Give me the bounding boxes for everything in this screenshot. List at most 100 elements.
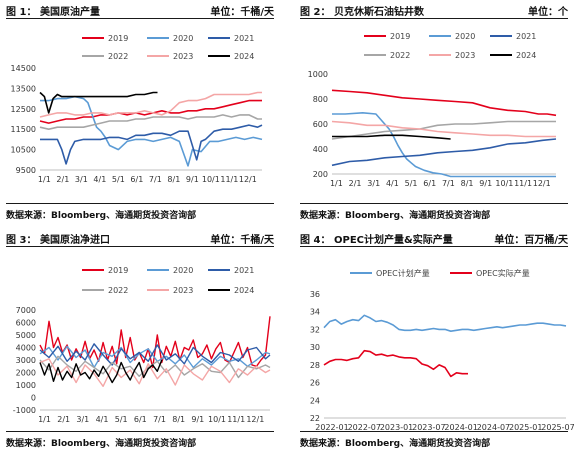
x-tick-label: 2/1 [56, 175, 69, 184]
legend-label: 2023 [173, 286, 193, 295]
source-note: 数据来源：Bloomberg、海通期货投资咨询部 [300, 203, 568, 222]
x-tick-label: 5/1 [115, 415, 128, 424]
series-line-opec-actual [323, 349, 468, 378]
unit-label: 单位：千桶/天 [210, 7, 274, 18]
x-tick-label: 12/1 [533, 179, 551, 188]
x-tick-label: 6/1 [423, 179, 436, 188]
x-tick-label: 10/1 [208, 415, 226, 424]
y-tick-label: 4000 [16, 344, 36, 353]
y-tick-label: 400 [313, 145, 328, 154]
y-tick-label: 14500 [11, 64, 36, 73]
y-tick-label: 600 [313, 120, 328, 129]
y-tick-label: 24 [310, 396, 320, 405]
x-tick-label: 8/1 [167, 175, 180, 184]
unit-label: 单位：千桶/天 [210, 235, 274, 246]
panel-header: 图 4： OPEC计划产量&实际产量 单位：百万桶/天 [300, 228, 568, 247]
panel-header: 图 1： 美国原油产量 单位：千桶/天 [6, 0, 274, 19]
chart-panel-baker-hughes-rig-count: 图 2： 贝克休斯石油钻井数 单位：个 200 400 600 800 1000 1/1 2… [294, 0, 574, 224]
y-tick-label: 1000 [16, 381, 36, 390]
x-tick-label: 10/1 [202, 175, 220, 184]
x-tick-label: 2025-01 [509, 423, 542, 432]
legend-label: 2021 [234, 266, 254, 275]
y-tick-label: 2000 [16, 369, 36, 378]
legend-label: 2022 [108, 52, 128, 61]
series-line-y2024 [332, 134, 451, 140]
source-note: 数据来源：Bloomberg、海通期货投资咨询部 [300, 431, 568, 450]
y-tick-label: 9500 [16, 166, 36, 175]
legend-label: 2024 [234, 52, 254, 61]
y-tick-label: 22 [310, 414, 320, 423]
x-tick-label: 11/1 [220, 175, 238, 184]
x-tick-label: 6/1 [134, 415, 147, 424]
x-tick-label: 9/1 [479, 179, 492, 188]
line-chart-rig-count: 200 400 600 800 1000 1/1 2/1 3/1 4/1 5/1 6/1 7/1 8/1… [308, 32, 557, 188]
series-line-y2021 [39, 343, 271, 366]
y-tick-label: 200 [313, 170, 328, 179]
y-tick-label: 7000 [16, 306, 36, 315]
x-tick-label: 7/1 [442, 179, 455, 188]
source-text: 数据来源：Bloomberg、海通期货投资咨询部 [300, 439, 491, 449]
legend-label: OPEC实际产量 [476, 268, 530, 278]
y-tick-label: 30 [310, 343, 320, 352]
unit-label: 单位：个 [528, 7, 568, 18]
source-text: 数据来源：Bloomberg、海通期货投资咨询部 [300, 211, 491, 221]
x-tick-label: 2022-07 [348, 423, 381, 432]
legend-label: 2020 [455, 32, 475, 41]
y-tick-label: 0 [31, 394, 36, 403]
source-text: 数据来源：Bloomberg、海通期货投资咨询部 [6, 439, 197, 449]
x-tick-label: 2024-01 [444, 423, 477, 432]
series-line-y2023 [331, 120, 556, 138]
x-tick-label: 8/1 [172, 415, 185, 424]
y-tick-label: 28 [310, 361, 320, 370]
line-chart-us-crude-production: 9500 10500 11500 12500 13500 14500 1/1 2/1 3/1 4/… [11, 34, 263, 184]
source-text: 数据来源：Bloomberg、海通期货投资咨询部 [6, 211, 197, 221]
legend-label: 2021 [516, 32, 536, 41]
series-line-y2021 [331, 138, 557, 167]
x-tick-label: 1/1 [330, 179, 343, 188]
panel-header: 图 3： 美国原油净进口 单位：千桶/天 [6, 228, 274, 247]
x-tick-label: 2023-07 [412, 423, 445, 432]
panel-header: 图 2： 贝克休斯石油钻井数 单位：个 [300, 0, 568, 19]
y-tick-label: 26 [310, 379, 320, 388]
figure-number: 图 3： [6, 235, 37, 246]
x-tick-label: 3/1 [75, 175, 88, 184]
y-tick-label: 32 [310, 325, 320, 334]
x-tick-label: 4/1 [386, 179, 399, 188]
legend-label: 2020 [173, 34, 193, 43]
legend-label: 2024 [234, 286, 254, 295]
legend-label: 2022 [390, 51, 410, 60]
chart-panel-us-crude-net-imports: 图 3： 美国原油净进口 单位：千桶/天 -1000 0 1000 2000 3000 4… [0, 228, 280, 452]
line-chart-opec-production: 22242628303234362022-012022-072023-01202… [310, 268, 574, 432]
chart-panel-us-crude-production: 图 1： 美国原油产量 单位：千桶/天 9500 10500 11500 12500 1… [0, 0, 280, 224]
x-tick-label: 5/1 [405, 179, 418, 188]
series-line-y2023 [39, 358, 271, 388]
x-tick-label: 12/1 [246, 415, 264, 424]
y-tick-label: 1000 [308, 70, 328, 79]
x-tick-label: 12/1 [239, 175, 257, 184]
legend-label: 2023 [173, 52, 193, 61]
y-tick-label: 36 [310, 290, 320, 299]
series-line-opec-plan [323, 314, 567, 332]
legend-label: 2024 [516, 51, 536, 60]
source-note: 数据来源：Bloomberg、海通期货投资咨询部 [6, 203, 274, 222]
x-tick-label: 7/1 [149, 175, 162, 184]
chart-title: OPEC计划产量&实际产量 [334, 235, 453, 246]
series-line-y2024 [39, 91, 158, 114]
y-tick-label: 6000 [16, 319, 36, 328]
x-tick-label: 3/1 [367, 179, 380, 188]
y-tick-label: 13500 [11, 84, 36, 93]
figure-number: 图 2： [300, 7, 331, 18]
legend-label: 2019 [108, 266, 128, 275]
series-line-y2022 [39, 114, 262, 130]
x-tick-label: 11/1 [227, 415, 245, 424]
y-tick-label: 12500 [11, 105, 36, 114]
chart-title: 贝克休斯石油钻井数 [334, 7, 424, 18]
x-tick-label: 2/1 [349, 179, 362, 188]
chart-title: 美国原油产量 [40, 7, 100, 18]
chart-panel-opec-production: 图 4： OPEC计划产量&实际产量 单位：百万桶/天 22 24 26 28 30 32… [294, 228, 574, 452]
series-line-y2022 [331, 120, 556, 140]
x-tick-label: 1/1 [38, 415, 51, 424]
y-tick-label: -1000 [13, 406, 36, 415]
x-tick-label: 4/1 [93, 175, 106, 184]
x-tick-label: 2024-07 [477, 423, 510, 432]
